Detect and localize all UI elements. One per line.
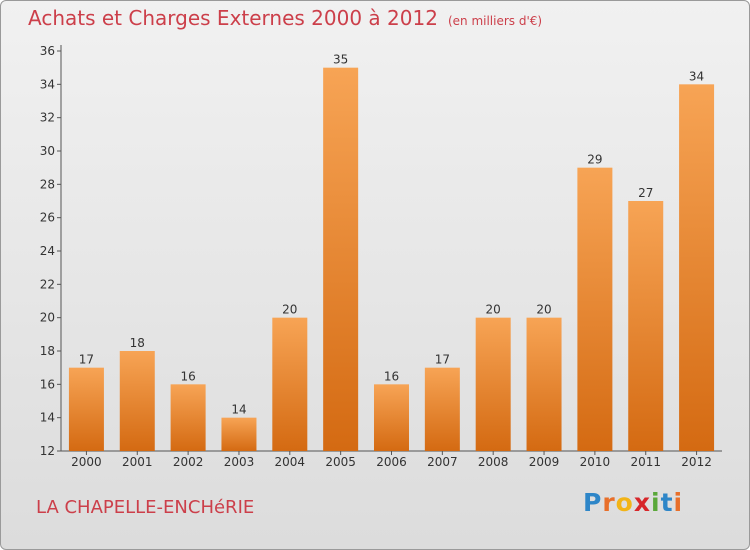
logo-letter: P (583, 488, 603, 517)
bar-value-label: 14 (231, 403, 246, 417)
y-tick-label: 32 (40, 111, 55, 125)
x-tick-label: 2008 (478, 455, 509, 469)
bar (679, 84, 715, 451)
x-tick-label: 2001 (122, 455, 153, 469)
x-tick-label: 2012 (681, 455, 712, 469)
x-tick-label: 2011 (630, 455, 661, 469)
logo-letter: i (651, 488, 661, 517)
proxiti-logo[interactable]: Proxiti (583, 488, 683, 517)
commune-name: LA CHAPELLE-ENCHéRIE (36, 497, 255, 518)
logo-letter: i (673, 488, 684, 517)
chart-title: Achats et Charges Externes 2000 à 2012 (e… (28, 6, 542, 30)
bar (272, 317, 308, 451)
bar (577, 167, 613, 451)
x-tick-label: 2010 (580, 455, 611, 469)
logo-letter: x (633, 488, 651, 517)
x-tick-label: 2004 (275, 455, 306, 469)
bar-value-label: 18 (130, 336, 145, 350)
logo-letter: r (602, 488, 616, 517)
bar (475, 317, 511, 451)
bar-value-label: 20 (486, 303, 501, 317)
x-tick-label: 2000 (71, 455, 102, 469)
bar-value-label: 20 (536, 303, 551, 317)
y-tick-label: 16 (40, 377, 55, 391)
bar-value-label: 34 (689, 69, 704, 83)
y-tick-label: 14 (40, 411, 55, 425)
bar-value-label: 27 (638, 186, 653, 200)
bar (628, 201, 664, 451)
y-tick-label: 20 (40, 311, 55, 325)
bar-value-label: 35 (333, 53, 348, 67)
y-tick-label: 36 (40, 44, 55, 58)
y-tick-label: 18 (40, 344, 55, 358)
bar (119, 351, 155, 451)
bar-value-label: 17 (435, 353, 450, 367)
x-tick-label: 2005 (325, 455, 356, 469)
bar-value-label: 29 (587, 153, 602, 167)
bar (221, 417, 257, 451)
bar (68, 367, 104, 451)
y-tick-label: 30 (40, 144, 55, 158)
chart-unit: (en milliers d'€) (447, 14, 543, 28)
bar (374, 384, 409, 451)
bar (526, 317, 562, 451)
y-tick-label: 24 (40, 244, 55, 258)
x-tick-label: 2009 (529, 455, 560, 469)
bar-value-label: 20 (282, 303, 297, 317)
logo-letter: o (615, 488, 634, 517)
x-tick-label: 2007 (427, 455, 458, 469)
y-tick-label: 22 (40, 277, 55, 291)
bar (323, 67, 359, 452)
y-tick-label: 34 (40, 77, 55, 91)
y-tick-label: 12 (40, 444, 55, 458)
x-tick-label: 2003 (224, 455, 255, 469)
chart-title-text: Achats et Charges Externes 2000 à 2012 (28, 6, 438, 30)
bar (424, 367, 460, 451)
y-tick-label: 28 (40, 177, 55, 191)
logo-letter: t (660, 488, 674, 517)
x-tick-label: 2006 (376, 455, 407, 469)
bar-value-label: 16 (384, 369, 399, 383)
y-tick-label: 26 (40, 211, 55, 225)
x-tick-label: 2002 (173, 455, 204, 469)
bar (170, 384, 206, 451)
bar-value-label: 17 (79, 353, 94, 367)
bar-value-label: 16 (180, 369, 195, 383)
